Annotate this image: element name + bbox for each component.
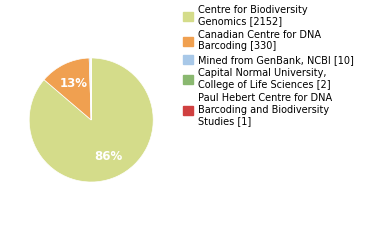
- Text: 13%: 13%: [60, 77, 88, 90]
- Text: 86%: 86%: [94, 150, 122, 163]
- Legend: Centre for Biodiversity
Genomics [2152], Canadian Centre for DNA
Barcoding [330]: Centre for Biodiversity Genomics [2152],…: [184, 5, 354, 126]
- Wedge shape: [44, 58, 91, 120]
- Wedge shape: [29, 58, 153, 182]
- Wedge shape: [89, 58, 91, 120]
